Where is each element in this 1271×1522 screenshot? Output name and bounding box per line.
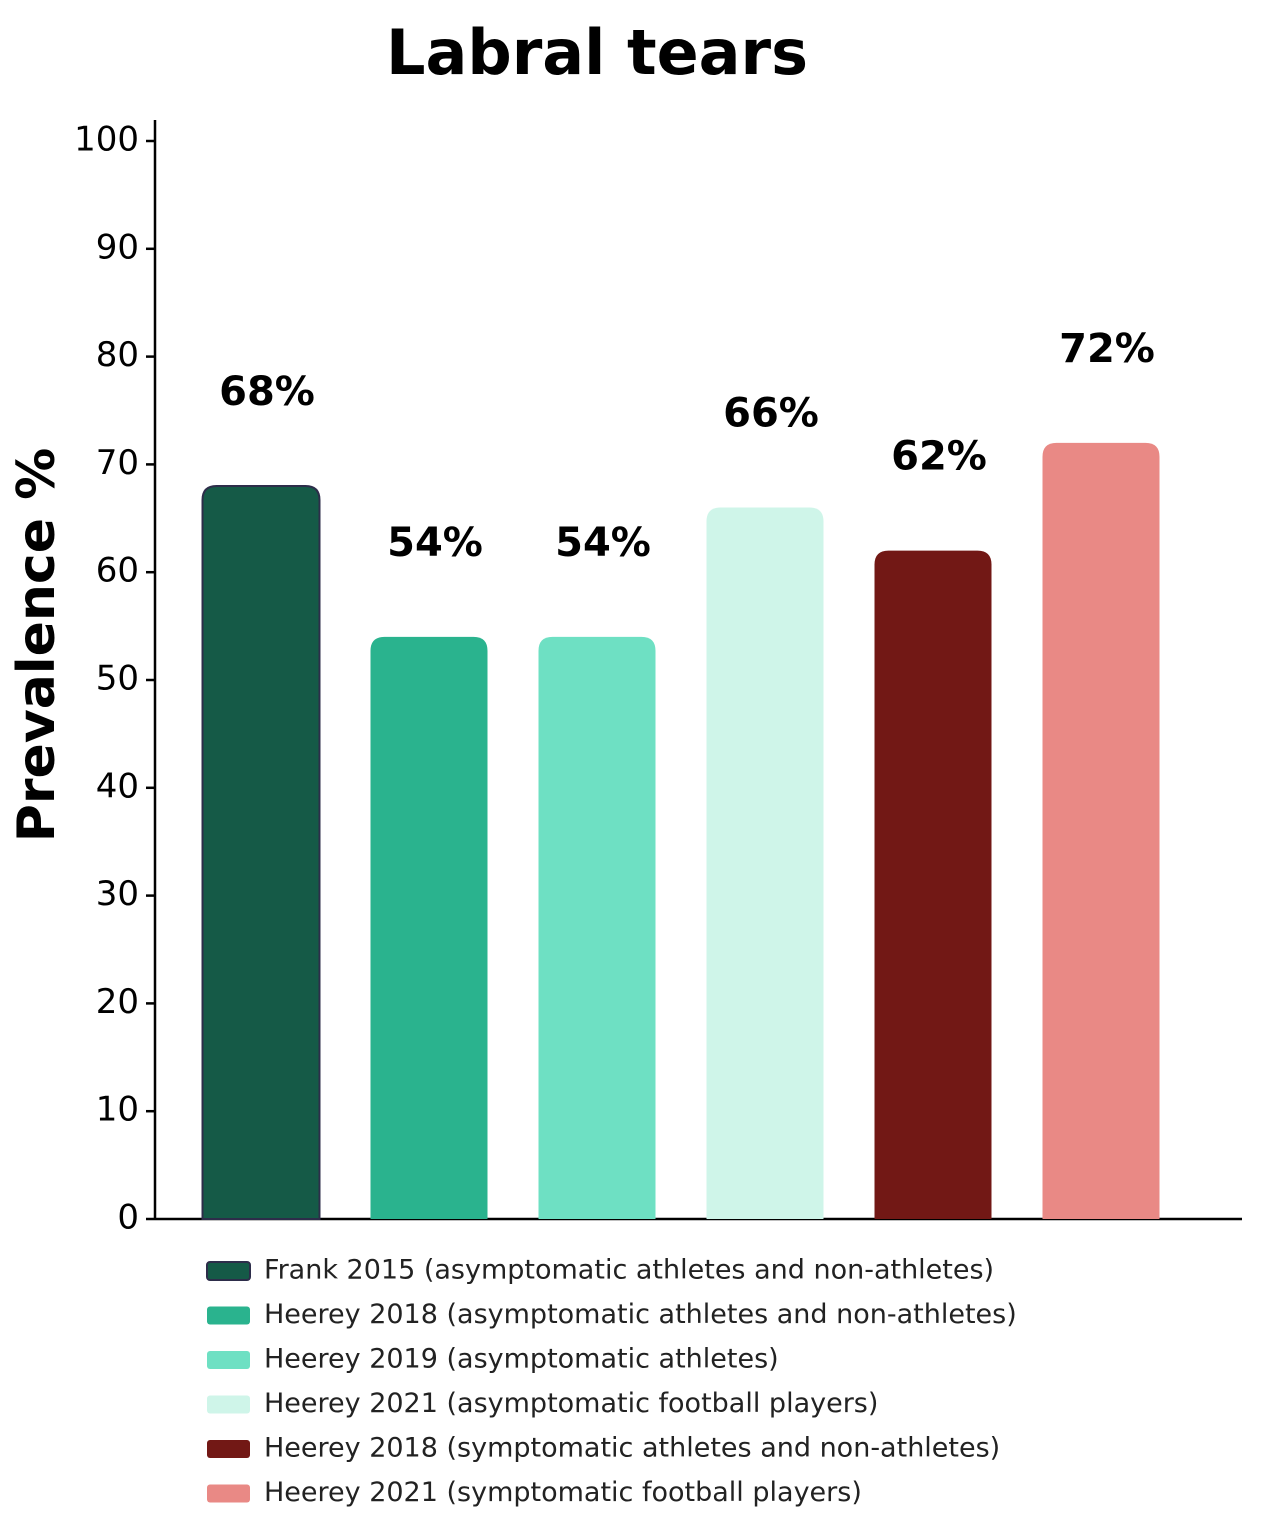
legend-swatch: [207, 1306, 250, 1325]
legend-label: Frank 2015 (asymptomatic athletes and no…: [264, 1255, 994, 1286]
legend-label: Heerey 2021 (asymptomatic football playe…: [264, 1388, 878, 1419]
y-tick-label: 20: [96, 982, 139, 1022]
y-tick-label: 60: [96, 551, 139, 591]
legend-label: Heerey 2018 (symptomatic athletes and no…: [264, 1433, 1000, 1464]
y-tick-label: 0: [117, 1198, 139, 1238]
legend-swatch: [207, 1440, 250, 1458]
y-tick-label: 10: [96, 1090, 139, 1130]
y-tick-label: 80: [96, 335, 139, 375]
y-tick-label: 70: [96, 443, 139, 483]
y-tick-label: 50: [96, 659, 139, 699]
value-label: 54%: [387, 520, 483, 566]
bar: [706, 507, 824, 1219]
bar: [370, 636, 488, 1219]
value-label: 54%: [555, 520, 651, 566]
y-tick-label: 90: [96, 227, 139, 267]
y-tick-label: 100: [74, 120, 139, 160]
y-tick-label: 40: [96, 766, 139, 806]
legend-label: Heerey 2018 (asymptomatic athletes and n…: [264, 1299, 1017, 1330]
bar: [538, 636, 656, 1219]
legend-swatch: [207, 1351, 250, 1369]
bar: [874, 550, 992, 1219]
value-label: 72%: [1059, 326, 1155, 372]
legend-swatch: [206, 1261, 251, 1281]
y-tick-label: 30: [96, 874, 139, 914]
bar: [201, 484, 321, 1220]
bar: [1042, 442, 1160, 1220]
value-label: 62%: [891, 434, 987, 480]
legend-label: Heerey 2021 (symptomatic football player…: [264, 1477, 862, 1508]
value-label: 66%: [723, 391, 819, 437]
legend-swatch: [207, 1484, 250, 1503]
legend-label: Heerey 2019 (asymptomatic athletes): [264, 1344, 779, 1375]
y-axis-title: Prevalence %: [7, 448, 67, 842]
value-label: 68%: [219, 369, 315, 415]
chart-title: Labral tears: [386, 16, 808, 89]
legend-swatch: [207, 1395, 250, 1414]
